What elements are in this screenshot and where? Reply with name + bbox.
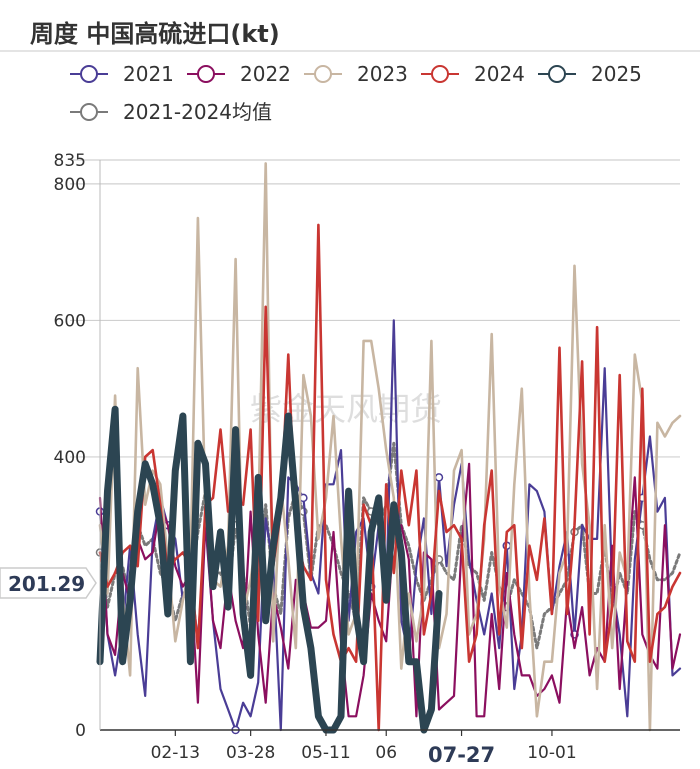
y-axis-pointer: 201.29 bbox=[0, 567, 97, 599]
axes: 02-13 03-28 05-11 06 07-27 10-01 bbox=[99, 160, 680, 767]
y-tick-label: 400 bbox=[54, 448, 86, 468]
x-tick-label: 05-11 bbox=[301, 743, 350, 763]
x-tick-label: 06 bbox=[375, 743, 397, 763]
legend-label: 2023 bbox=[357, 62, 408, 86]
legend-label: 2022 bbox=[240, 62, 291, 86]
legend-swatch-marker bbox=[80, 103, 98, 121]
legend-label: 2025 bbox=[591, 62, 642, 86]
legend-label: 2021 bbox=[123, 62, 174, 86]
legend[interactable]: 2021 2022 2023 2024 2025 2021-2024均值 bbox=[70, 62, 642, 124]
x-tick-label: 07-27 bbox=[428, 743, 495, 767]
legend-swatch-marker bbox=[431, 65, 449, 83]
legend-item-2023[interactable]: 2023 bbox=[304, 62, 408, 86]
x-tick-label: 02-13 bbox=[151, 743, 200, 763]
chart-title: 周度 中国高硫进口(kt) bbox=[30, 20, 280, 48]
y-tick-label: 0 bbox=[75, 721, 86, 741]
y-tick-label: 600 bbox=[54, 311, 86, 331]
legend-item-2024[interactable]: 2024 bbox=[421, 62, 525, 86]
legend-swatch-marker bbox=[548, 65, 566, 83]
x-tick-label: 03-28 bbox=[226, 743, 275, 763]
pointer-value: 201.29 bbox=[8, 572, 85, 596]
legend-item-2025[interactable]: 2025 bbox=[538, 62, 642, 86]
watermark: 紫金天风期货 bbox=[250, 390, 442, 428]
series-line-2025 bbox=[96, 405, 443, 734]
y-tick-label: 835 bbox=[54, 151, 86, 171]
legend-item-2021-2024均值[interactable]: 2021-2024均值 bbox=[70, 100, 272, 124]
legend-swatch-marker bbox=[80, 65, 98, 83]
legend-swatch-marker bbox=[197, 65, 215, 83]
series-lines bbox=[95, 162, 682, 735]
x-tick-label: 10-01 bbox=[527, 743, 576, 763]
legend-swatch-marker bbox=[314, 65, 332, 83]
legend-label: 2024 bbox=[474, 62, 525, 86]
legend-item-2021[interactable]: 2021 bbox=[70, 62, 174, 86]
series-line-2023 bbox=[98, 162, 682, 732]
y-tick-label: 800 bbox=[54, 175, 86, 195]
title-divider bbox=[0, 50, 700, 52]
pointer-badge bbox=[0, 567, 97, 599]
legend-label: 2021-2024均值 bbox=[123, 100, 272, 124]
series-marker bbox=[434, 473, 444, 482]
legend-item-2022[interactable]: 2022 bbox=[187, 62, 291, 86]
